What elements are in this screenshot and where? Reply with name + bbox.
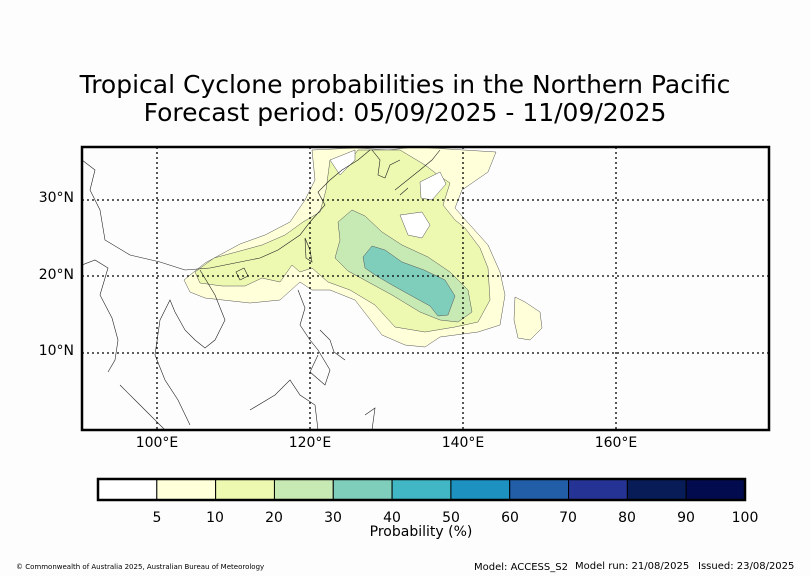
- colorbar-tick-80: 80: [618, 510, 636, 526]
- probability-contours: [183, 147, 543, 348]
- lat-label-30: 30°N: [38, 190, 74, 206]
- colorbar-swatch: [568, 478, 628, 501]
- colorbar-tick-90: 90: [677, 510, 695, 526]
- colorbar-swatch: [685, 478, 746, 501]
- lon-label-120: 120°E: [288, 435, 332, 451]
- graticule: [82, 147, 769, 430]
- colorbar-tick-40: 40: [383, 510, 401, 526]
- contour-30pct: [362, 245, 456, 317]
- colorbar-tick-60: 60: [501, 510, 519, 526]
- coast-philippines: [297, 289, 346, 386]
- title-line1: Tropical Cyclone probabilities in the No…: [79, 70, 731, 99]
- coastlines: [82, 149, 441, 430]
- title-line2: Forecast period: 05/09/2025 - 11/09/2025: [143, 98, 667, 127]
- hole-white-3: [329, 149, 356, 176]
- model-run: Model run: 21/08/2025: [575, 561, 690, 572]
- coast-burma-india: [82, 259, 119, 373]
- colorbar-tick-50: 50: [442, 510, 460, 526]
- lon-label-160: 160°E: [594, 435, 638, 451]
- coast-japan: [394, 149, 441, 196]
- issued-date: Issued: 23/08/2025: [698, 561, 795, 572]
- colorbar-swatch: [215, 478, 275, 501]
- colorbar-frame: [96, 477, 747, 502]
- hole-white-1: [399, 211, 431, 239]
- model-name: Model: ACCESS_S2: [474, 562, 568, 573]
- map-frame: [80, 145, 771, 432]
- colorbar-tick-5: 5: [152, 510, 162, 526]
- hole-white-2: [419, 171, 447, 201]
- colorbar-tick-100: 100: [731, 510, 759, 526]
- colorbar-swatch: [97, 478, 158, 501]
- colorbar-tick-10: 10: [206, 510, 224, 526]
- colorbar-swatch: [626, 478, 687, 501]
- colorbar-title: Probability (%): [369, 524, 473, 540]
- coast-china: [82, 149, 371, 271]
- coast-taiwan: [304, 237, 313, 263]
- colorbar-swatch: [156, 478, 217, 501]
- colorbar: [96, 477, 747, 502]
- copyright-note: © Commonwealth of Australia 2025, Austra…: [16, 563, 265, 571]
- colorbar-swatch: [450, 478, 511, 501]
- colorbar-tick-70: 70: [559, 510, 577, 526]
- lon-label-140: 140°E: [441, 435, 485, 451]
- lon-label-100: 100°E: [135, 435, 179, 451]
- colorbar-tick-30: 30: [324, 510, 342, 526]
- colorbar-swatch: [273, 478, 334, 501]
- coast-sumatra: [119, 384, 166, 430]
- coast-celebes: [364, 407, 376, 430]
- colorbar-swatch: [509, 478, 570, 501]
- small-contour-east: [513, 296, 543, 341]
- colorbar-swatch: [332, 478, 393, 501]
- colorbar-tick-20: 20: [265, 510, 283, 526]
- coast-indochina: [154, 269, 226, 426]
- colorbar-swatch: [391, 478, 452, 501]
- lat-label-20: 20°N: [38, 267, 74, 283]
- coast-korea: [371, 149, 401, 179]
- lat-label-10: 10°N: [38, 343, 74, 359]
- coast-borneo: [249, 379, 319, 430]
